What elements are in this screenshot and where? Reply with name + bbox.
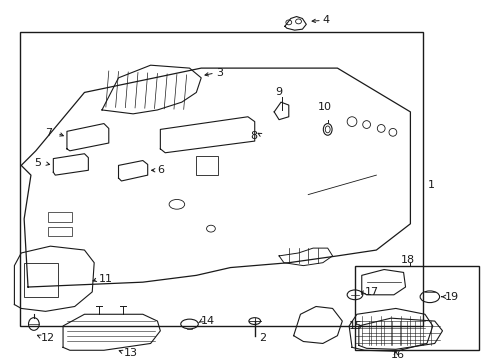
Text: 4: 4 (323, 15, 330, 26)
Text: 17: 17 (365, 287, 379, 297)
Text: 7: 7 (46, 128, 52, 138)
Bar (20, 32, 423, 326)
Text: 18: 18 (401, 255, 415, 265)
Bar (355, 266, 480, 350)
Bar (196, 156, 218, 175)
Text: 16: 16 (391, 350, 405, 360)
Bar (49, 212, 72, 222)
Bar (24, 263, 58, 297)
Text: 19: 19 (444, 292, 459, 302)
Text: 14: 14 (201, 316, 215, 326)
Text: 1: 1 (428, 180, 435, 190)
Text: 6: 6 (157, 165, 165, 175)
Text: 10: 10 (318, 102, 332, 112)
Text: 5: 5 (34, 158, 41, 168)
Bar (49, 227, 72, 237)
Text: 9: 9 (275, 87, 282, 98)
Text: 8: 8 (250, 131, 257, 141)
Text: 2: 2 (260, 333, 267, 343)
Text: 3: 3 (216, 68, 223, 78)
Text: 11: 11 (99, 274, 113, 284)
Text: 15: 15 (349, 321, 363, 331)
Text: 12: 12 (41, 333, 55, 343)
Text: 13: 13 (123, 348, 137, 358)
